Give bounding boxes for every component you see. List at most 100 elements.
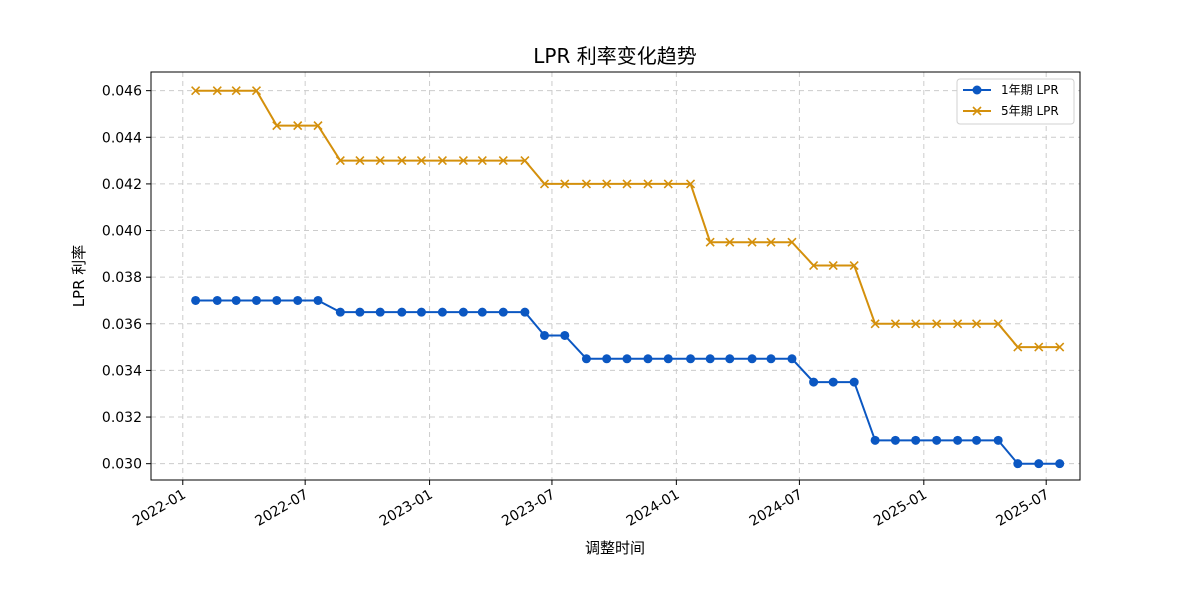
data-point <box>953 435 963 445</box>
data-point <box>911 319 921 329</box>
series-2 <box>191 86 1065 352</box>
legend-marker <box>972 85 982 95</box>
data-point <box>293 295 303 305</box>
data-point <box>272 121 282 131</box>
data-point <box>932 435 942 445</box>
data-point <box>477 307 487 317</box>
chart-title: LPR 利率变化趋势 <box>533 44 696 68</box>
data-point <box>602 179 612 189</box>
data-point <box>932 319 942 329</box>
data-point <box>560 179 570 189</box>
data-point <box>416 307 426 317</box>
data-point <box>972 435 982 445</box>
x-tick-label: 2024-01 <box>624 487 683 530</box>
data-point <box>747 237 757 247</box>
y-tick-label: 0.030 <box>102 457 142 473</box>
data-point <box>993 319 1003 329</box>
y-axis-ticks: 0.030 0.032 0.034 0.036 0.038 0.040 0.042 0.044… <box>102 84 151 473</box>
data-point <box>663 179 673 189</box>
legend-entry: 1年期 LPR <box>963 83 1059 97</box>
data-point <box>993 435 1003 445</box>
x-tick-label: 2023-07 <box>499 487 558 530</box>
series-line <box>195 299 1060 465</box>
data-point <box>849 260 859 271</box>
data-point <box>498 156 508 166</box>
data-point <box>705 237 715 247</box>
data-point <box>849 377 859 387</box>
data-point <box>560 330 570 340</box>
data-point <box>766 237 776 247</box>
data-point <box>725 237 735 247</box>
data-point <box>458 307 468 317</box>
data-point <box>437 156 447 166</box>
data-point <box>540 330 550 340</box>
grid <box>151 72 1080 480</box>
data-point <box>705 354 715 364</box>
data-point <box>953 319 963 329</box>
data-point <box>397 307 407 317</box>
data-point <box>1055 459 1065 469</box>
data-point <box>293 121 303 131</box>
data-point <box>375 307 385 317</box>
data-point <box>890 435 900 445</box>
series-1 <box>191 295 1065 469</box>
data-point <box>458 156 468 166</box>
data-point <box>437 307 447 317</box>
y-tick-label: 0.032 <box>102 410 142 426</box>
legend: 1年期 LPR 5年期 LPR <box>956 78 1075 125</box>
data-point <box>231 295 241 305</box>
y-tick-label: 0.038 <box>102 270 142 286</box>
data-point <box>809 377 819 387</box>
y-tick-label: 0.042 <box>102 177 142 193</box>
y-tick-label: 0.036 <box>102 317 142 333</box>
data-point <box>685 179 696 189</box>
data-point <box>520 156 530 166</box>
data-point <box>622 354 632 364</box>
y-tick-label: 0.034 <box>102 363 142 379</box>
data-point <box>686 354 696 364</box>
legend-marker <box>972 106 982 116</box>
data-point <box>498 307 508 317</box>
data-point <box>191 86 201 96</box>
x-tick-label: 2022-01 <box>130 487 189 530</box>
data-point <box>870 319 880 329</box>
legend-label: 5年期 LPR <box>1001 104 1059 118</box>
plot-area-frame <box>150 71 1081 481</box>
data-point <box>870 435 880 445</box>
data-point <box>313 295 323 305</box>
data-point <box>747 354 757 364</box>
series-line <box>195 89 1060 349</box>
data-point <box>397 156 407 166</box>
data-point <box>212 86 222 96</box>
data-point <box>766 354 776 364</box>
data-point <box>416 156 427 166</box>
data-point <box>355 307 365 317</box>
data-point <box>231 86 241 96</box>
data-point <box>251 295 261 305</box>
data-point <box>809 260 819 271</box>
data-point <box>1013 342 1023 352</box>
y-tick-label: 0.040 <box>102 224 142 240</box>
data-point <box>890 319 900 329</box>
data-point <box>663 354 673 364</box>
data-point <box>602 354 612 364</box>
data-point <box>911 435 921 445</box>
data-point <box>1034 459 1044 469</box>
data-point <box>622 179 632 189</box>
data-point <box>787 354 797 364</box>
data-point <box>1034 342 1044 352</box>
data-point <box>643 179 653 189</box>
data-point <box>335 307 345 317</box>
data-point <box>191 295 201 305</box>
data-point <box>313 121 323 131</box>
data-point <box>272 295 282 305</box>
y-tick-label: 0.044 <box>102 130 142 146</box>
data-point <box>971 319 982 329</box>
legend-entry: 5年期 LPR <box>963 104 1059 118</box>
data-point <box>1055 342 1065 352</box>
data-point <box>581 179 591 189</box>
y-tick-label: 0.046 <box>102 84 142 100</box>
x-axis-title: 调整时间 <box>585 539 645 557</box>
data-point <box>828 377 838 387</box>
